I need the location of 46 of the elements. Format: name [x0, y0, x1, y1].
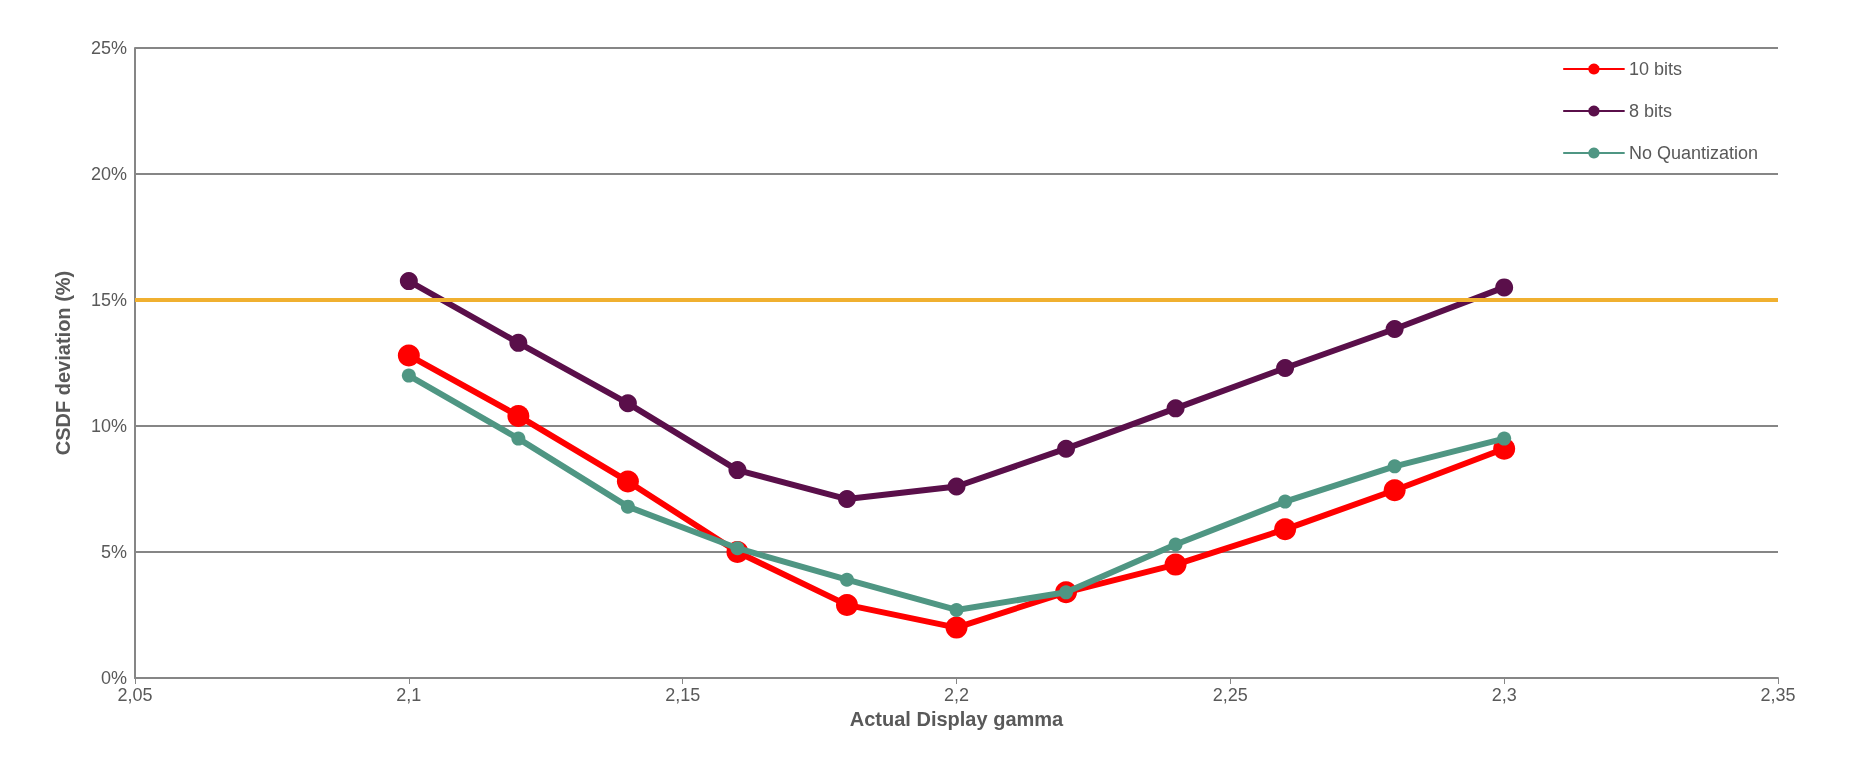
y-tick-label: 10%: [90, 416, 127, 436]
x-tick-label: 2,05: [117, 685, 153, 705]
point: [618, 394, 637, 413]
point: [511, 431, 526, 446]
point: [945, 616, 968, 639]
x-tick-label: 2,35: [1760, 685, 1796, 705]
point: [1278, 494, 1293, 509]
x-tick-label: 2,2: [943, 685, 970, 705]
point: [1383, 479, 1406, 502]
point: [1385, 319, 1404, 338]
point: [1387, 459, 1402, 474]
y-tick-label: 5%: [100, 542, 127, 562]
point: [949, 602, 964, 617]
legend-label: 8 bits: [1628, 101, 1672, 121]
point: [620, 499, 635, 514]
point: [1276, 359, 1295, 378]
point: [401, 368, 416, 383]
x-axis-title: Actual Display gamma: [849, 707, 1065, 730]
x-tick-label: 2,15: [665, 685, 701, 705]
point: [1495, 278, 1514, 297]
point: [1497, 431, 1512, 446]
x-tick-label: 2,25: [1212, 685, 1248, 705]
point: [509, 333, 528, 352]
y-tick-label: 20%: [90, 164, 127, 184]
point: [1057, 439, 1076, 458]
y-tick-label: 25%: [90, 38, 127, 58]
point: [835, 593, 858, 616]
point: [839, 572, 854, 587]
legend-label: No Quantization: [1628, 143, 1758, 163]
point: [728, 461, 747, 480]
point: [399, 272, 418, 291]
point: [1164, 553, 1187, 576]
point: [616, 470, 639, 493]
point: [507, 404, 530, 427]
point: [1166, 399, 1185, 418]
legend-label: 10 bits: [1628, 59, 1682, 79]
y-axis-title: CSDF deviation (%): [52, 270, 74, 456]
point: [1168, 537, 1183, 552]
point: [1274, 518, 1297, 541]
point: [837, 490, 856, 509]
x-tick-label: 2,3: [1491, 685, 1517, 705]
y-tick-label: 0%: [100, 668, 127, 688]
y-tick-label: 15%: [90, 290, 127, 310]
point: [947, 477, 966, 496]
x-tick-label: 2,1: [396, 685, 422, 705]
point: [397, 344, 420, 367]
